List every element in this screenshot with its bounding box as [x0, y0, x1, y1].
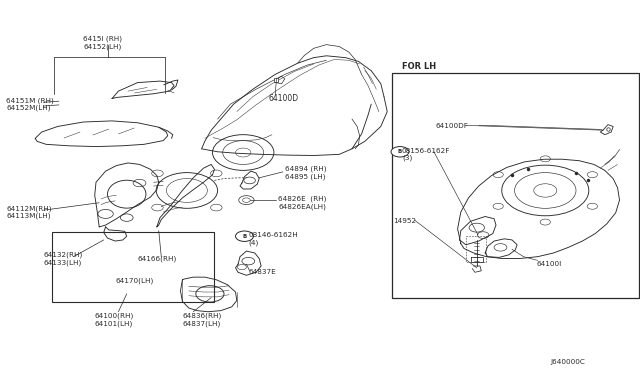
Text: 64151M (RH)
64152M(LH): 64151M (RH) 64152M(LH): [6, 97, 54, 111]
Text: B: B: [243, 234, 246, 239]
Bar: [52, 232, 214, 302]
Text: 64836(RH)
64837(LH): 64836(RH) 64837(LH): [182, 313, 221, 327]
Text: 6415I (RH)
64152(LH): 6415I (RH) 64152(LH): [83, 36, 122, 50]
Text: 08146-6162H
(4): 08146-6162H (4): [248, 232, 298, 246]
Text: 64100DF: 64100DF: [435, 124, 468, 129]
Circle shape: [391, 147, 409, 157]
Text: 64100(RH)
64101(LH): 64100(RH) 64101(LH): [95, 313, 134, 327]
Text: 64166(RH): 64166(RH): [138, 255, 177, 262]
Text: 64100D: 64100D: [269, 94, 299, 103]
Text: B: B: [398, 149, 402, 154]
Circle shape: [236, 231, 253, 241]
Text: 64826E  (RH)
64826EA(LH): 64826E (RH) 64826EA(LH): [278, 196, 327, 210]
Text: 14952: 14952: [394, 218, 417, 224]
Text: 64100I: 64100I: [536, 261, 561, 267]
Text: 64112M(RH)
64113M(LH): 64112M(RH) 64113M(LH): [6, 205, 52, 219]
Text: 64837E: 64837E: [248, 269, 276, 275]
Bar: [392, 73, 639, 298]
Text: J640000C: J640000C: [550, 359, 585, 365]
Text: 64132(RH)
64133(LH): 64132(RH) 64133(LH): [44, 251, 83, 266]
Text: FOR LH: FOR LH: [402, 62, 436, 71]
Text: 64894 (RH)
64895 (LH): 64894 (RH) 64895 (LH): [285, 166, 326, 180]
Text: 08156-6162F
(3): 08156-6162F (3): [402, 148, 451, 161]
Text: 64170(LH): 64170(LH): [115, 278, 154, 284]
